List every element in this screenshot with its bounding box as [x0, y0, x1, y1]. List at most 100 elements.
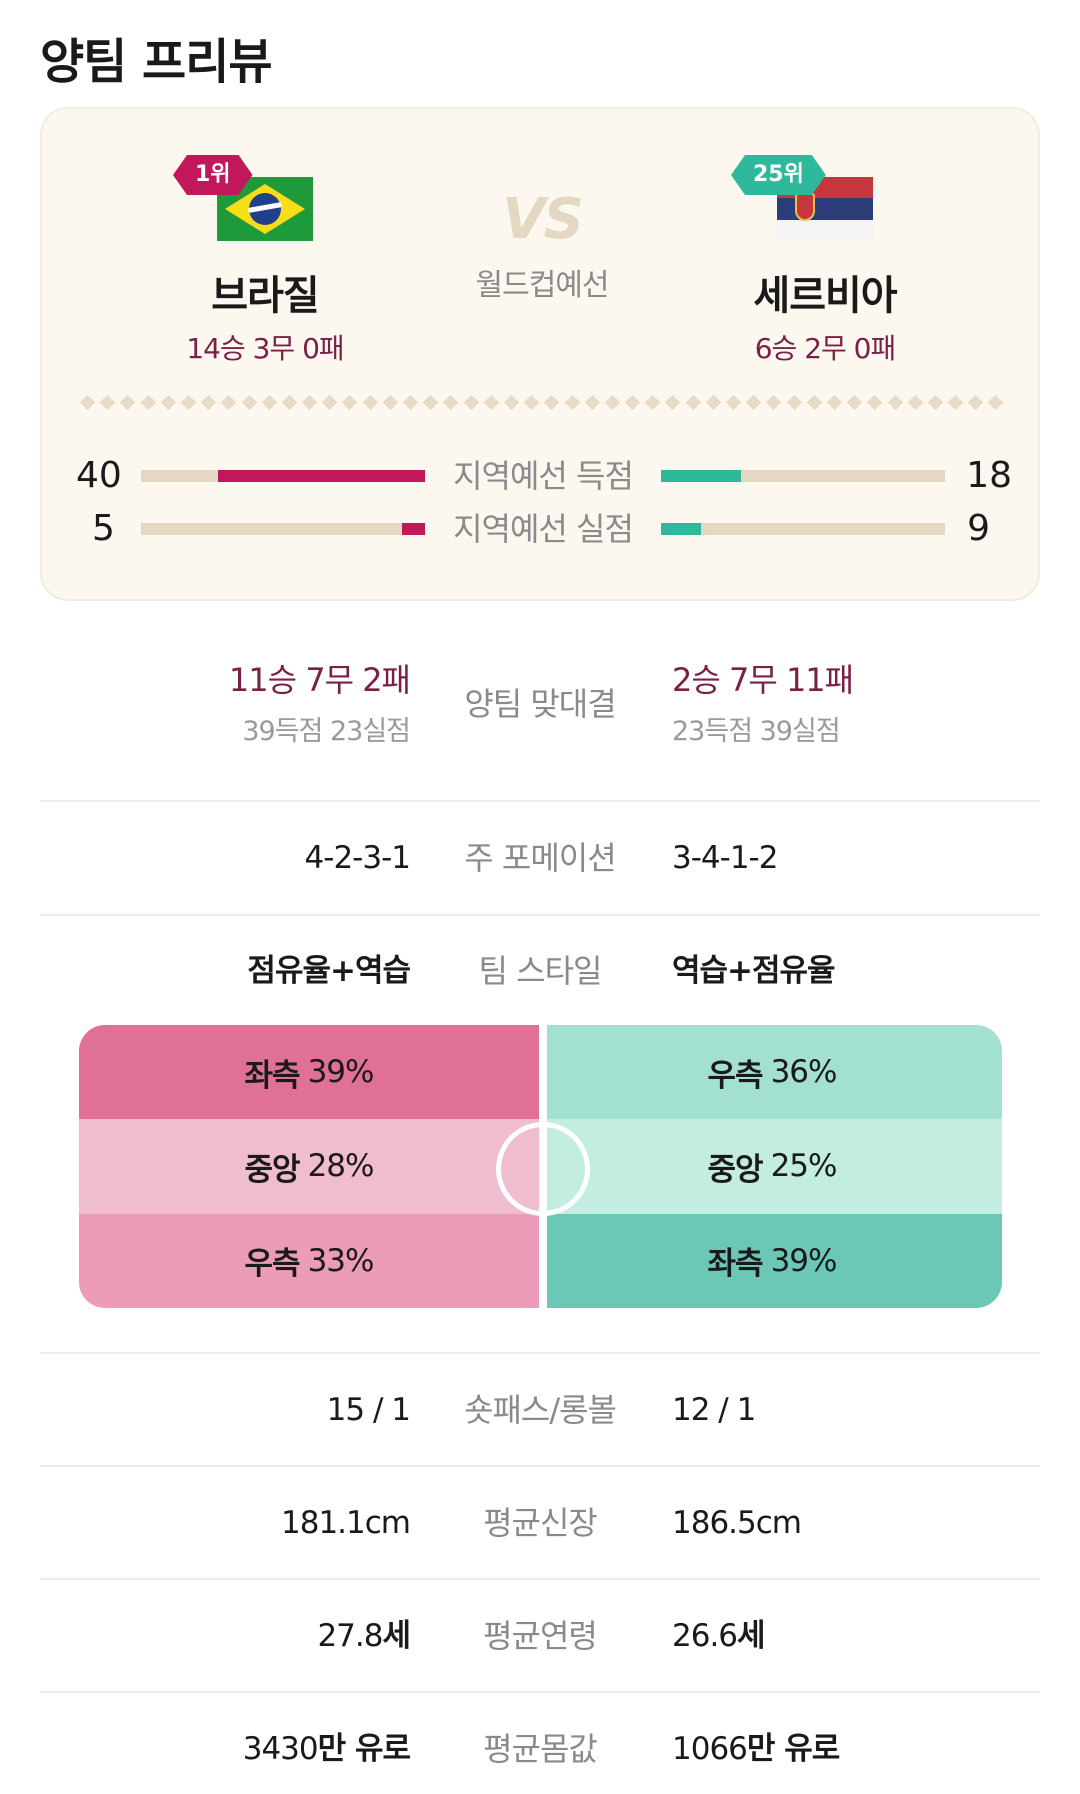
divider-dot [887, 394, 903, 410]
pass-label: 숏패스/롱볼 [464, 1391, 617, 1429]
divider [40, 1691, 1040, 1693]
away-age: 26.6세 [672, 1618, 766, 1654]
home-goals-scored: 40 [76, 455, 122, 496]
head-to-head: 11승 7무 2패 39득점 23실점 양팀 맞대결 2승 7무 11패 23득… [0, 655, 1080, 775]
divider-dot [180, 394, 197, 410]
divider-dot [927, 394, 944, 410]
pass-row: 15 / 1 숏패스/롱볼 12 / 1 [0, 1385, 1080, 1435]
home-formation: 4-2-3-1 [304, 840, 411, 876]
away-pass: 12 / 1 [672, 1392, 756, 1428]
divider-dot [624, 394, 641, 410]
divider-dot [281, 394, 298, 410]
divider-dot [947, 394, 964, 410]
away-attack-zones: 우측 36% 중앙 25% 좌측 39% [542, 1025, 1002, 1308]
away-team-record: 6승 2무 0패 [754, 332, 897, 365]
divider-dot [564, 394, 580, 410]
goals-conceded-row: 5 지역예선 실점 9 [42, 509, 1042, 549]
divider-dot [665, 394, 681, 410]
home-goals-conceded: 5 [92, 508, 115, 549]
away-zone-left: 좌측 39% [542, 1213, 1002, 1308]
divider-dot [523, 394, 540, 410]
away-team[interactable]: 25위 세르비아 6승 2무 0패 [675, 155, 975, 367]
center-circle [496, 1122, 590, 1216]
home-zone-right: 우측 33% [79, 1213, 539, 1308]
divider-dot [584, 394, 600, 410]
divider-dot [644, 394, 661, 410]
divider-dot [867, 394, 883, 410]
divider-dot [241, 394, 257, 410]
divider-dot [967, 394, 984, 410]
divider-dot [826, 394, 843, 410]
home-pass: 15 / 1 [326, 1392, 411, 1428]
divider [40, 800, 1040, 802]
goals-scored-row: 40 지역예선 득점 18 [42, 456, 1042, 496]
divider-dot [382, 394, 399, 410]
height-label: 평균신장 [483, 1504, 598, 1542]
home-team[interactable]: 1위 브라질 14승 3무 0패 [115, 155, 415, 367]
away-h2h-goals: 23득점 39실점 [672, 716, 841, 747]
divider-dot [160, 394, 177, 410]
divider [40, 914, 1040, 916]
attack-zone-field: 좌측 39% 중앙 28% 우측 33% 우측 36% 중앙 25% 좌측 39% [79, 1025, 1002, 1308]
height-row: 181.1cm 평균신장 186.5cm [0, 1498, 1080, 1548]
dotted-divider [79, 394, 1004, 410]
home-attack-zones: 좌측 39% 중앙 28% 우측 33% [79, 1025, 539, 1308]
divider-dot [705, 394, 722, 410]
home-rank-badge: 1위 [173, 155, 253, 195]
divider [40, 1465, 1040, 1467]
value-row: 3430만 유로 평균몸값 1066만 유로 [0, 1724, 1080, 1774]
away-goals-conceded-bar [661, 523, 945, 535]
away-zone-right: 우측 36% [542, 1025, 1002, 1120]
divider-dot [402, 394, 419, 410]
divider-dot [120, 394, 136, 410]
away-goals-conceded: 9 [967, 508, 990, 549]
vs-block: VS 월드컵예선 [442, 187, 642, 304]
divider [40, 1352, 1040, 1354]
divider-dot [200, 394, 217, 410]
home-height: 181.1cm [281, 1505, 411, 1541]
home-zone-center: 중앙 28% [79, 1119, 539, 1214]
away-height: 186.5cm [672, 1505, 802, 1541]
divider-dot [463, 394, 479, 410]
divider-dot [745, 394, 762, 410]
divider-dot [685, 394, 701, 410]
goals-scored-label: 지역예선 득점 [453, 457, 634, 495]
divider-dot [301, 394, 318, 410]
divider-dot [261, 394, 277, 410]
formation-label: 주 포메이션 [464, 839, 616, 877]
away-team-name: 세르비아 [753, 273, 897, 319]
competition-label: 월드컵예선 [475, 268, 610, 303]
match-card: 1위 브라질 14승 3무 0패 VS 월드컵예선 25위 세르비아 6승 2무… [40, 107, 1040, 601]
home-goals-scored-bar [141, 470, 425, 482]
away-goals-scored: 18 [966, 455, 1012, 496]
away-formation: 3-4-1-2 [672, 840, 778, 876]
divider-dot [342, 394, 358, 410]
age-label: 평균연령 [483, 1617, 598, 1655]
home-value: 3430만 유로 [242, 1731, 411, 1767]
divider-dot [503, 394, 520, 410]
divider-dot [725, 394, 742, 410]
divider-dot [321, 394, 338, 410]
divider-dot [907, 394, 923, 410]
style-row: 점유율+역습 팀 스타일 역습+점유율 [0, 946, 1080, 996]
away-rank-badge: 25위 [731, 155, 826, 195]
divider-dot [766, 394, 782, 410]
page-title: 양팀 프리뷰 [40, 34, 273, 90]
away-goals-scored-bar [661, 470, 945, 482]
home-team-name: 브라질 [211, 273, 319, 319]
divider-dot [604, 394, 621, 410]
home-style: 점유율+역습 [247, 953, 411, 989]
away-h2h-record: 2승 7무 11패 [672, 661, 854, 699]
vs-label: VS [502, 187, 584, 252]
divider [40, 1578, 1040, 1580]
value-label: 평균몸값 [483, 1730, 598, 1768]
away-style: 역습+점유율 [672, 953, 836, 989]
home-goals-conceded-bar [141, 523, 425, 535]
formation-row: 4-2-3-1 주 포메이션 3-4-1-2 [0, 833, 1080, 883]
home-h2h-goals: 39득점 23실점 [242, 716, 411, 747]
divider-dot [79, 394, 96, 410]
divider-dot [806, 394, 823, 410]
h2h-label: 양팀 맞대결 [464, 685, 616, 723]
age-row: 27.8세 평균연령 26.6세 [0, 1611, 1080, 1661]
goals-conceded-label: 지역예선 실점 [453, 510, 634, 548]
